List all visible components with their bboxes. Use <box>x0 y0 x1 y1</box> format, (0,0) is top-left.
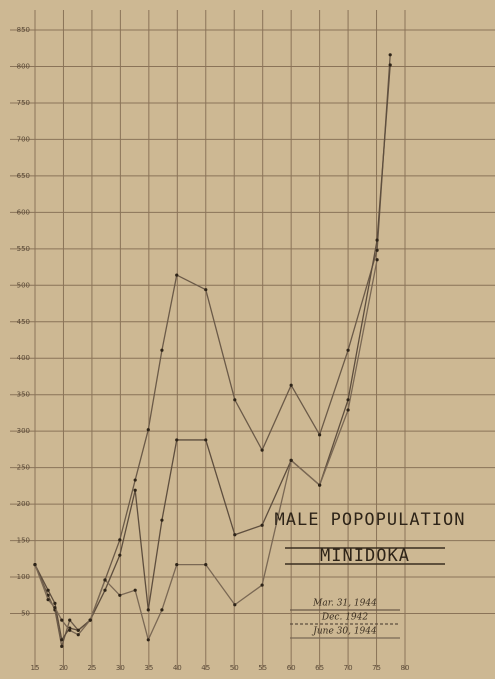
y-tick-label: 150 <box>17 537 30 545</box>
x-tick-label: 20 <box>59 664 68 672</box>
point <box>60 618 64 622</box>
point <box>133 588 137 592</box>
point <box>260 583 264 587</box>
point <box>346 398 350 402</box>
point <box>289 383 293 387</box>
point <box>60 638 64 642</box>
point <box>175 438 179 442</box>
x-tick-label: 15 <box>31 664 40 672</box>
point <box>76 633 80 637</box>
grid <box>10 10 495 670</box>
y-tick-label: 750 <box>17 99 30 107</box>
series-line <box>34 259 378 642</box>
y-tick-label: 700 <box>17 135 30 143</box>
point <box>233 533 237 537</box>
point <box>233 603 237 607</box>
lines <box>33 53 392 648</box>
y-tick-label: 550 <box>17 245 30 253</box>
x-tick-label: 75 <box>372 664 381 672</box>
point <box>289 458 293 462</box>
y-tick-label: 500 <box>17 281 30 289</box>
point <box>133 488 137 492</box>
y-tick-label: 100 <box>17 573 30 581</box>
point <box>133 478 137 482</box>
x-tick-label: 40 <box>173 664 182 672</box>
point <box>160 608 164 612</box>
point <box>118 553 122 557</box>
point <box>68 618 72 622</box>
point <box>204 288 208 292</box>
point <box>346 408 350 412</box>
point <box>260 448 264 452</box>
point <box>346 348 350 352</box>
point <box>118 538 122 542</box>
point <box>118 593 122 597</box>
point <box>146 608 150 612</box>
point <box>146 638 150 642</box>
point <box>60 644 64 648</box>
x-tick-label: 70 <box>344 664 353 672</box>
legend-box: MALE POPOPULATION MINIDOKA <box>275 510 466 566</box>
point <box>388 63 392 67</box>
point <box>204 563 208 567</box>
x-tick-label: 25 <box>87 664 96 672</box>
point <box>375 258 379 262</box>
y-tick-label: 50 <box>21 610 30 618</box>
x-tick-label: 30 <box>116 664 125 672</box>
y-tick-label: 650 <box>17 172 30 180</box>
legend-label: Dec. 1942 <box>321 613 368 623</box>
x-tick-label: 45 <box>201 664 210 672</box>
x-tick-label: 35 <box>144 664 153 672</box>
point <box>175 273 179 277</box>
chart-subtitle: MINIDOKA <box>320 546 410 566</box>
y-tick-label: 400 <box>17 354 30 362</box>
point <box>33 563 37 567</box>
point <box>233 398 237 402</box>
point <box>375 248 379 252</box>
legend-label: June 30, 1944 <box>311 627 377 637</box>
x-tick-label: 80 <box>401 664 410 672</box>
point <box>53 601 57 605</box>
chart-title: MALE POPOPULATION <box>275 510 466 530</box>
point <box>388 53 392 57</box>
labels: 50 100 150 200 250 300 350 400 450 500 550 600 650 70… <box>17 26 410 672</box>
legend: Mar. 31, 1944 Dec. 1942 June 30, 1944 <box>290 599 400 639</box>
point <box>46 598 50 602</box>
point <box>318 483 322 487</box>
y-tick-label: 350 <box>17 391 30 399</box>
x-tick-label: 60 <box>287 664 296 672</box>
point <box>160 348 164 352</box>
point <box>103 578 107 582</box>
y-tick-label: 450 <box>17 318 30 326</box>
point <box>103 588 107 592</box>
point <box>146 428 150 432</box>
x-tick-label: 65 <box>315 664 324 672</box>
point <box>318 433 322 437</box>
point <box>53 606 57 610</box>
y-tick-label: 200 <box>17 500 30 508</box>
point <box>175 563 179 567</box>
x-tick-label: 50 <box>230 664 239 672</box>
y-tick-label: 850 <box>17 26 30 34</box>
y-tick-label: 250 <box>17 464 30 472</box>
point <box>160 518 164 522</box>
legend-label: Mar. 31, 1944 <box>312 599 377 609</box>
point <box>375 238 379 242</box>
point <box>46 588 50 592</box>
point <box>68 628 72 632</box>
y-tick-label: 800 <box>17 62 30 70</box>
x-tick-label: 55 <box>258 664 267 672</box>
point <box>76 628 80 632</box>
y-tick-label: 300 <box>17 427 30 435</box>
point <box>260 523 264 527</box>
point <box>204 438 208 442</box>
y-tick-label: 600 <box>17 208 30 216</box>
point <box>88 618 92 622</box>
